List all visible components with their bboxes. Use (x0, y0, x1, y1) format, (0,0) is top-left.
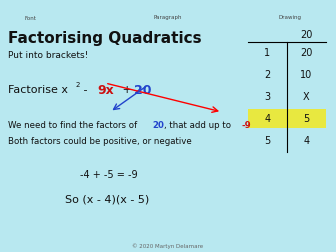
Text: Put into brackets!: Put into brackets! (8, 51, 88, 60)
Text: -4 + -5 = -9: -4 + -5 = -9 (80, 170, 138, 180)
Text: 20: 20 (152, 120, 164, 130)
Text: Both factors could be positive, or negative: Both factors could be positive, or negat… (8, 138, 192, 146)
Text: 10: 10 (300, 70, 312, 80)
Text: 20: 20 (300, 30, 313, 40)
Bar (248, 109, 326, 128)
Text: We need to find the factors of: We need to find the factors of (8, 120, 140, 130)
Text: X: X (303, 92, 310, 102)
Text: Paragraph: Paragraph (154, 16, 182, 20)
Text: 20: 20 (134, 83, 152, 97)
Text: 1: 1 (264, 48, 270, 58)
Text: Factorising Quadratics: Factorising Quadratics (8, 31, 202, 46)
Text: 9x: 9x (97, 83, 114, 97)
Text: 4: 4 (264, 114, 270, 124)
Text: , that add up to: , that add up to (164, 120, 234, 130)
Text: 2: 2 (76, 82, 80, 88)
Text: Factorise x: Factorise x (8, 85, 68, 95)
Text: 3: 3 (264, 92, 270, 102)
Text: Font: Font (24, 16, 36, 20)
Text: Drawing: Drawing (279, 16, 301, 20)
Text: So (x - 4)(x - 5): So (x - 4)(x - 5) (65, 195, 149, 205)
Text: © 2020 Martyn Delamare: © 2020 Martyn Delamare (132, 243, 204, 249)
Text: +: + (119, 85, 135, 95)
Text: 4: 4 (303, 136, 309, 146)
Text: -9: -9 (241, 120, 251, 130)
Text: -: - (80, 85, 91, 95)
Text: 5: 5 (264, 136, 270, 146)
Text: 2: 2 (264, 70, 270, 80)
Text: 5: 5 (303, 114, 310, 124)
Text: 20: 20 (300, 48, 313, 58)
